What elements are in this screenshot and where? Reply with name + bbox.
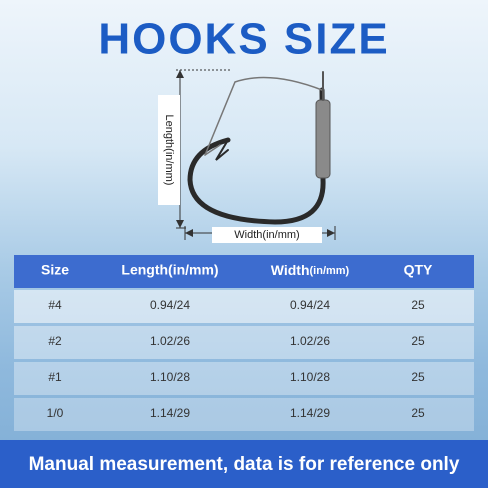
column-header: Size — [41, 262, 69, 278]
column-header-main: Width — [271, 262, 310, 278]
table-cell: #1 — [48, 370, 62, 384]
table-row — [14, 398, 474, 431]
title: HOOKS SIZE — [98, 15, 389, 64]
column-header: QTY — [404, 262, 433, 278]
arrow — [327, 229, 335, 237]
length-label: Length(in/mm) — [163, 115, 175, 186]
table-cell: #4 — [48, 298, 62, 312]
width-label: Width(in/mm) — [234, 229, 299, 241]
table-cell: 1.10/28 — [150, 370, 190, 384]
table-cell: 25 — [411, 370, 425, 384]
footer-note: Manual measurement, data is for referenc… — [29, 454, 460, 475]
footer-band — [0, 440, 488, 488]
table-cell: 1.02/26 — [150, 334, 190, 348]
table-cell: 1.10/28 — [290, 370, 330, 384]
table-cell: #2 — [48, 334, 62, 348]
label-bg — [158, 95, 180, 205]
table-cell: 1.02/26 — [290, 334, 330, 348]
table-cell: 0.94/24 — [150, 298, 190, 312]
table-cell: 25 — [411, 298, 425, 312]
table-row — [14, 326, 474, 359]
table-cell: 1.14/29 — [150, 406, 190, 420]
arrow — [176, 70, 184, 78]
table-cell: 1.14/29 — [290, 406, 330, 420]
table-cell: 25 — [411, 406, 425, 420]
column-header: Length(in/mm) — [121, 262, 218, 278]
table-cell: 0.94/24 — [290, 298, 330, 312]
arrow — [185, 229, 193, 237]
label-bg — [212, 227, 322, 243]
table-header — [14, 255, 474, 288]
table-row — [14, 362, 474, 395]
column-header-unit: (in/mm) — [310, 265, 350, 277]
table-cell: 25 — [411, 334, 425, 348]
column-header: Width(in/mm) — [271, 262, 350, 278]
arrow — [176, 220, 184, 228]
table-row — [14, 290, 474, 323]
hook — [187, 71, 331, 225]
table-cell: 1/0 — [47, 406, 64, 420]
